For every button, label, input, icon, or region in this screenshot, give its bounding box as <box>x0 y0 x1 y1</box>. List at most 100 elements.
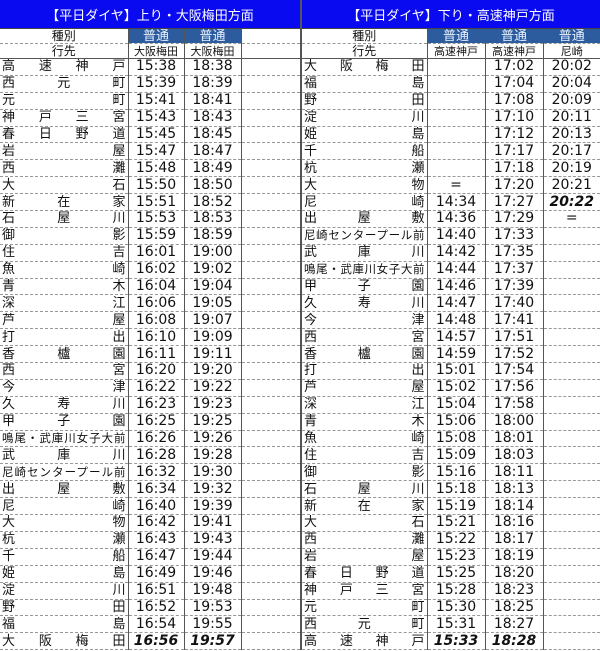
table-row: 姫島 17:12 20:13 <box>302 126 600 144</box>
departure-time: 15:53 <box>128 210 185 228</box>
departure-time: 17:17 <box>485 142 544 161</box>
departure-time: 19:44 <box>184 548 242 566</box>
departure-time: 19:32 <box>184 480 242 499</box>
departure-time: 15:33 <box>427 632 486 651</box>
table-row: 尼崎 14:34 17:27 20:22 <box>302 193 600 212</box>
table-row: 香櫨園 14:59 17:52 <box>302 345 600 364</box>
table-row: 新在家 15:19 18:14 <box>302 497 600 516</box>
departure-time: 15:48 <box>128 159 185 178</box>
table-row: 香櫨園 16:11 19:11 <box>0 345 300 364</box>
departure-time: 16:56 <box>128 632 185 651</box>
table-row: 西元町 15:39 18:39 <box>0 75 300 93</box>
departure-time: 16:42 <box>128 514 185 532</box>
departure-time: 16:54 <box>128 615 185 634</box>
departure-time: 16:51 <box>128 582 185 600</box>
departure-time: 15:04 <box>427 396 486 414</box>
departure-time <box>543 362 600 380</box>
departure-time: 15:59 <box>128 227 185 245</box>
departure-time: 17:27 <box>485 193 544 212</box>
departure-time: 18:41 <box>184 92 242 110</box>
departure-time: 16:06 <box>128 294 185 313</box>
departure-time: 15:23 <box>427 548 486 566</box>
departure-time: 20:02 <box>543 58 600 76</box>
timetable-inbound-kobe: 【平日ダイヤ】下り・高速神戸方面 種別 普通 普通 普通 行先 高速神戸 高速神戸 尼崎 大阪梅… <box>300 0 600 651</box>
station-name: 今津 <box>302 311 428 330</box>
table-row: 久寿川 16:23 19:23 <box>0 396 300 414</box>
station-name: 千船 <box>0 548 129 566</box>
departure-time: 16:47 <box>128 548 185 566</box>
departure-time <box>543 514 600 532</box>
departure-time <box>241 159 300 178</box>
departure-time <box>543 311 600 330</box>
table-row: 深江 15:04 17:58 <box>302 396 600 414</box>
station-name: 尼崎 <box>0 497 129 516</box>
departure-time <box>543 396 600 414</box>
train-type-cell: 普通 <box>427 29 486 44</box>
table-row: 武庫川 16:28 19:28 <box>0 446 300 465</box>
station-name: 千船 <box>302 142 428 161</box>
table-row: 魚崎 15:08 18:01 <box>302 430 600 448</box>
departure-time <box>241 244 300 262</box>
departure-time: 18:59 <box>184 227 242 245</box>
station-name: 淀川 <box>302 109 428 127</box>
table-row: 御影 15:16 18:11 <box>302 463 600 482</box>
station-name: 鳴尾・武庫川女子大前 <box>302 261 428 279</box>
table-row: 青木 15:06 18:00 <box>302 413 600 431</box>
station-name: 御影 <box>0 227 129 245</box>
departure-time: 18:47 <box>184 142 242 161</box>
departure-time: 19:48 <box>184 582 242 600</box>
station-name: 住吉 <box>302 446 428 465</box>
departure-time <box>427 92 486 110</box>
station-name: 尼崎センタープール前 <box>302 227 428 245</box>
departure-time <box>543 480 600 499</box>
departure-time: 18:11 <box>485 463 544 482</box>
departure-time <box>543 446 600 465</box>
train-destination-cell: 大阪梅田 <box>128 43 185 59</box>
table-row: 深江 16:06 19:05 <box>0 294 300 313</box>
table-row: 甲子園 14:46 17:39 <box>302 278 600 296</box>
departure-time: 15:41 <box>128 92 185 110</box>
departure-time: 15:47 <box>128 142 185 161</box>
departure-time <box>543 497 600 516</box>
departure-time: 18:03 <box>485 446 544 465</box>
departure-time: 18:53 <box>184 210 242 228</box>
table-row: 打出 15:01 17:54 <box>302 362 600 380</box>
departure-time: 18:38 <box>184 58 242 76</box>
departure-time: 18:25 <box>485 599 544 617</box>
station-name: 淀川 <box>0 582 129 600</box>
departure-time: 15:02 <box>427 379 486 397</box>
departure-time: 19:28 <box>184 446 242 465</box>
station-name: 香櫨園 <box>302 345 428 364</box>
table-row: 西宮 16:20 19:20 <box>0 362 300 380</box>
departure-time: 16:04 <box>128 278 185 296</box>
departure-time: 19:43 <box>184 531 242 549</box>
departure-time <box>241 311 300 330</box>
timetable: 種別 普通 普通 行先 大阪梅田 大阪梅田 高速神戸 15:38 18:38 西元町 15:39 18… <box>0 29 300 651</box>
departure-time <box>543 548 600 566</box>
table-row: 今津 14:48 17:41 <box>302 311 600 330</box>
departure-time <box>241 227 300 245</box>
departure-time: 14:48 <box>427 311 486 330</box>
table-row: 神戸三宮 15:43 18:43 <box>0 109 300 127</box>
table-row: 淀川 17:10 20:11 <box>302 109 600 127</box>
station-name: 春日野道 <box>0 126 129 144</box>
departure-time: 20:21 <box>543 176 600 195</box>
departure-time: 15:50 <box>128 176 185 195</box>
train-destination-cell <box>241 43 300 59</box>
departure-time: 16:22 <box>128 379 185 397</box>
table-row: 千船 17:17 20:17 <box>302 142 600 161</box>
train-type-cell: 普通 <box>128 29 185 44</box>
departure-time: 16:02 <box>128 261 185 279</box>
train-type-cell: 普通 <box>485 29 544 44</box>
departure-time <box>241 294 300 313</box>
departure-time: 14:44 <box>427 261 486 279</box>
table-row: 鳴尾・武庫川女子大前 16:26 19:26 <box>0 430 300 448</box>
departure-time: 16:25 <box>128 413 185 431</box>
table-row: 元町 15:30 18:25 <box>302 599 600 617</box>
departure-time <box>241 109 300 127</box>
table-row: 青木 16:04 19:04 <box>0 278 300 296</box>
departure-time: 20:19 <box>543 159 600 178</box>
departure-time: 16:26 <box>128 430 185 448</box>
departure-time <box>543 278 600 296</box>
departure-time <box>543 565 600 583</box>
